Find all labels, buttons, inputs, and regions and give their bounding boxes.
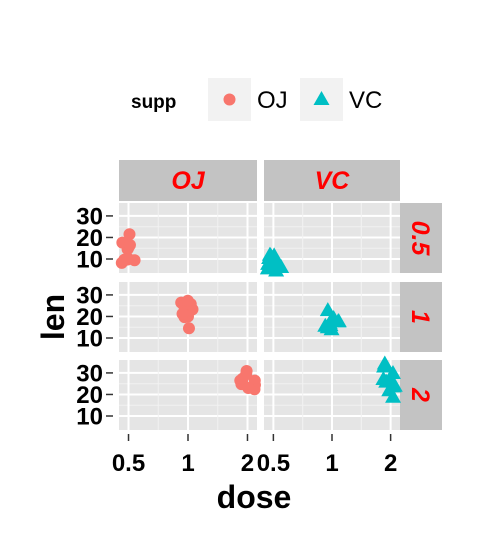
row-strip-0-5: 0.5 — [400, 203, 442, 273]
data-point — [123, 239, 136, 251]
data-point — [322, 317, 339, 332]
x-tick-label: 1 — [325, 450, 338, 477]
data-point — [182, 322, 195, 335]
y-tick-label: 10 — [76, 404, 103, 431]
data-point — [384, 365, 401, 379]
x-axis-title: dose — [217, 479, 292, 515]
x-tick-label: 0.5 — [257, 450, 290, 477]
strip-label-vc: VC — [315, 167, 351, 195]
data-point — [376, 358, 393, 373]
data-point — [375, 371, 392, 386]
y-tick-label: 10 — [76, 247, 103, 274]
data-point — [385, 378, 402, 393]
strip-background — [264, 160, 400, 201]
x-tick-label: 2 — [241, 450, 254, 477]
series-vc — [259, 246, 403, 403]
strip-background — [400, 282, 442, 352]
data-point — [262, 247, 279, 262]
legend-label-oj: OJ — [257, 87, 288, 114]
row-strip-2: 2 — [400, 360, 442, 430]
x-tick-labels: 0.5 1 2 0.5 1 2 — [112, 434, 397, 477]
y-tick-label: 30 — [76, 203, 103, 230]
panel-oj-row-2 — [119, 360, 257, 430]
data-point — [176, 307, 189, 320]
data-point — [181, 294, 194, 307]
column-strip-oj: OJ — [119, 160, 257, 201]
y-tick-label: 30 — [76, 282, 103, 309]
data-point — [319, 302, 336, 317]
data-point — [259, 260, 276, 275]
legend-marker-vc — [313, 91, 330, 105]
x-tick-label: 2 — [384, 450, 397, 477]
legend-marker-oj — [223, 93, 236, 106]
data-point — [269, 256, 286, 271]
data-point — [240, 368, 253, 381]
data-point — [121, 253, 134, 266]
legend-item-vc: VC — [300, 78, 382, 121]
legend-title: supp — [131, 92, 176, 113]
row-strip-1: 1 — [400, 282, 442, 352]
y-tick-label: 20 — [76, 304, 103, 331]
panel-oj-row-0-5 — [119, 203, 257, 273]
legend-label-vc: VC — [349, 87, 382, 114]
y-tick-label: 10 — [76, 326, 103, 353]
strip-label-row-1: 1 — [406, 310, 434, 324]
strip-background — [400, 203, 442, 273]
x-tick-label: 0.5 — [112, 450, 145, 477]
x-tick-label: 1 — [181, 450, 194, 477]
strip-label-row-0-5: 0.5 — [406, 221, 434, 257]
series-oj — [115, 228, 262, 396]
strip-label-oj: OJ — [171, 167, 205, 195]
data-point — [123, 228, 136, 241]
y-tick-label: 30 — [76, 360, 103, 387]
strip-background — [400, 360, 442, 430]
legend: supp OJ VC — [131, 78, 382, 121]
column-strip-vc: VC — [264, 160, 400, 201]
panels — [115, 203, 403, 430]
data-point — [242, 382, 255, 394]
legend-item-oj: OJ — [208, 78, 288, 121]
panel-vc-row-0-5 — [264, 203, 400, 273]
strip-background — [119, 160, 257, 201]
panel-vc-row-1 — [264, 282, 400, 352]
strip-label-row-2: 2 — [406, 387, 434, 402]
y-tick-label: 20 — [76, 382, 103, 409]
y-tick-label: 20 — [76, 225, 103, 252]
y-axis-title: len — [35, 294, 71, 340]
